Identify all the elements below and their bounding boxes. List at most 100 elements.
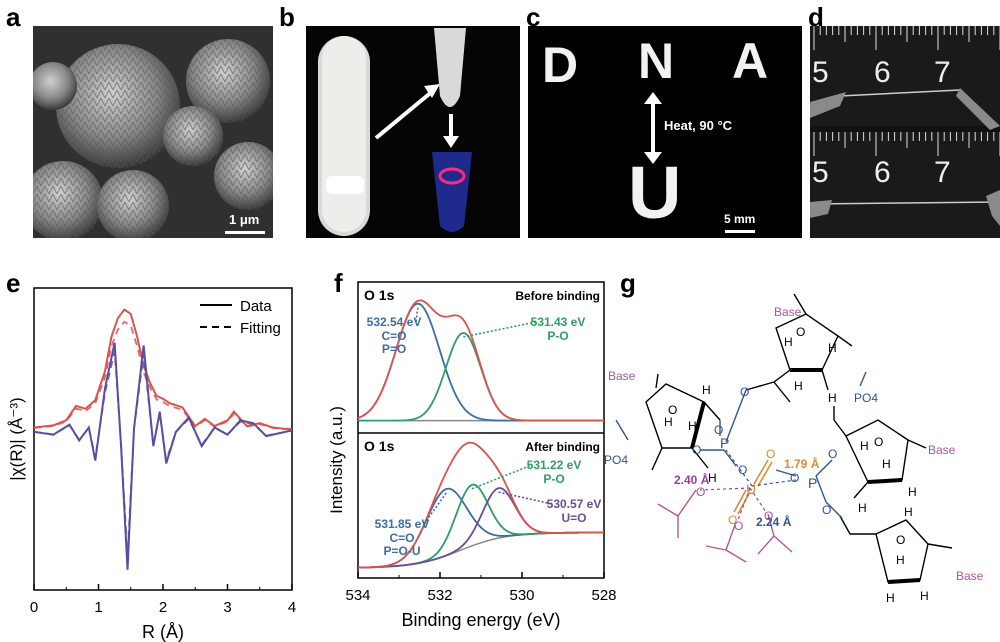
h-atom: H	[920, 589, 929, 603]
heat-label: Heat, 90 °C	[664, 118, 733, 133]
h-atom: H	[784, 335, 793, 349]
base-label-left: Base	[608, 369, 636, 383]
phosphorus-atom-right: P	[808, 475, 817, 491]
scalebar-c	[725, 230, 755, 233]
h-atom: H	[882, 457, 891, 471]
xps-peak-label: 531.43 eV	[531, 315, 586, 329]
o-atom: O	[822, 503, 831, 517]
gel-plug	[326, 176, 364, 194]
xps-peak-assignment: P=O	[382, 342, 406, 356]
o-atom: O	[734, 519, 743, 533]
exafs-chart: 0 1 2 3 4 R (Å) |χ(R)| (Å⁻³) Data Fitting	[7, 287, 296, 642]
o-atom: O	[796, 325, 805, 339]
base-label-bottom: Base	[956, 569, 984, 583]
letter-u: U	[628, 151, 682, 234]
xps-chart: 534 532 530 528 O 1s Before binding 532.54 eV…	[327, 281, 617, 630]
dna-letters-photo: D N A U Heat, 90 °C 5 mm	[528, 26, 802, 238]
o-atom: O	[668, 403, 677, 417]
ruler-number-6: 6	[874, 56, 891, 89]
po4-label-left: PO4	[604, 453, 628, 467]
eppendorf-tube	[434, 28, 466, 107]
exafs-xtick-label: 2	[159, 599, 167, 616]
exafs-fit-magnitude	[33, 320, 292, 431]
uranium-atom: U	[746, 481, 756, 497]
arrow-right-icon	[374, 88, 436, 140]
h-atom: H	[708, 471, 717, 485]
xps-xlabel: Binding energy (eV)	[401, 610, 560, 630]
h-atom: H	[858, 501, 867, 515]
sem-flowers	[33, 26, 273, 238]
o-atom: O	[766, 447, 775, 461]
distance-2-40: 2.40 Å	[674, 472, 710, 487]
fiber-top	[839, 89, 961, 97]
o-atom: O	[896, 533, 905, 547]
xps-core-level-label: O 1s	[364, 287, 395, 303]
o-atom: O	[764, 509, 773, 523]
h-atom: H	[860, 439, 869, 453]
scalebar-c-label: 5 mm	[724, 212, 756, 226]
xps-peak-label: 530.57 eV	[547, 497, 602, 511]
xps-leader-line	[498, 491, 553, 505]
ruler-number-5: 5	[812, 56, 829, 89]
uv-tube	[432, 152, 472, 232]
fiber-bottom	[810, 201, 1000, 205]
po4-label-right: PO4	[854, 391, 878, 405]
exafs-fit-real	[33, 351, 293, 557]
o-atom: O	[790, 471, 799, 485]
o-atom: O	[728, 513, 737, 527]
sem-image: 1 μm	[33, 26, 273, 238]
base-label-top: Base	[774, 305, 802, 319]
xps-peak-assignment: C=O	[381, 329, 406, 343]
ruler-number-5b: 5	[812, 156, 829, 189]
xps-leader-line	[471, 464, 533, 490]
o-atom: O	[828, 447, 837, 461]
xps-envelope-1	[357, 441, 605, 569]
o-atom: O	[874, 435, 883, 449]
legend-data-label: Data	[240, 298, 272, 315]
exafs-xtick-label: 4	[288, 599, 296, 616]
tweezer-right	[956, 88, 1000, 130]
exafs-ylabel: |χ(R)| (Å⁻³)	[7, 397, 26, 480]
ruler-number-6b: 6	[874, 156, 891, 189]
panel-label-d: d	[808, 2, 824, 32]
tweezer-left	[810, 92, 846, 118]
xps-peak-label: 532.54 eV	[367, 315, 422, 329]
xps-xtick-label: 532	[427, 587, 452, 604]
tube-photo	[306, 26, 520, 238]
xps-peak-assignment: C=O	[389, 531, 414, 545]
o-atom: O	[696, 485, 705, 499]
panel-label-g: g	[620, 268, 636, 298]
base-label-right: Base	[928, 443, 956, 457]
h-atom: H	[828, 391, 837, 405]
panel-label-f: f	[334, 268, 343, 298]
panel-label-a: a	[6, 2, 21, 32]
panel-label-e: e	[6, 268, 21, 298]
exafs-xtick-label: 1	[94, 599, 102, 616]
exafs-xtick-label: 3	[223, 599, 231, 616]
legend-fitting-label: Fitting	[240, 320, 281, 337]
scalebar-a-label: 1 μm	[229, 212, 260, 227]
xps-peak-label: 531.22 eV	[527, 458, 582, 472]
xps-peak-assignment: U=O	[561, 511, 586, 525]
h-atom: H	[886, 591, 895, 605]
xps-xtick-label: 528	[591, 587, 616, 604]
ruler-number-7b: 7	[934, 156, 951, 189]
letter-d: D	[542, 37, 579, 93]
h-atom: H	[688, 419, 697, 433]
phosphorus-atom-left: P	[720, 435, 729, 451]
xps-xtick-label: 534	[345, 587, 370, 604]
letter-a: A	[732, 33, 769, 89]
xps-peak-assignment: P-O	[543, 472, 564, 486]
ruler-number-7: 7	[934, 56, 951, 89]
distance-1-79: 1.79 Å	[784, 456, 820, 471]
h-atom: H	[896, 553, 905, 567]
panel-label-b: b	[279, 2, 295, 32]
h-atom: H	[828, 341, 837, 355]
h-atom: H	[908, 485, 917, 499]
h-atom: H	[664, 415, 673, 429]
ruler-photo: 5 6 7 5 6 7	[810, 26, 1000, 238]
xps-core-level-label: O 1s	[364, 438, 395, 454]
o-atom: O	[714, 423, 723, 437]
xps-peak-assignment: P-O	[547, 329, 568, 343]
xps-leader-line	[415, 307, 419, 323]
